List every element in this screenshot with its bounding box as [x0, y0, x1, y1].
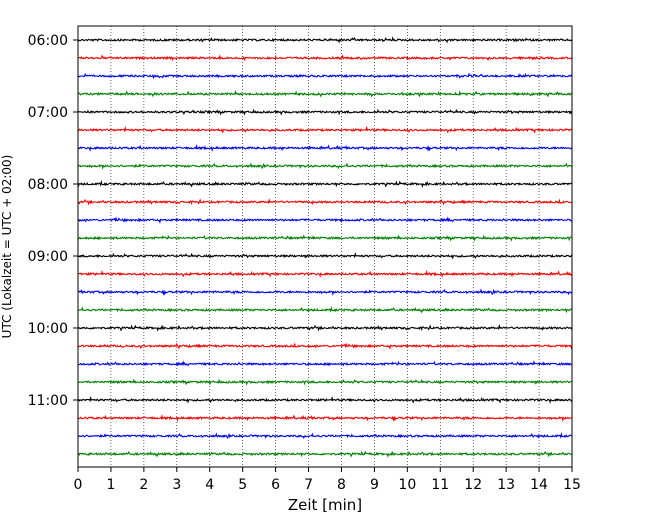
seismic-trace — [77, 197, 573, 206]
y-axis-label: UTC (Lokalzeit = UTC + 02:00) — [0, 155, 14, 339]
x-tick-label: 7 — [304, 477, 313, 493]
seismic-trace — [77, 54, 573, 62]
seismic-trace — [77, 342, 573, 350]
y-tick-label: 10:00 — [28, 321, 68, 337]
seismic-trace — [77, 414, 573, 423]
trace-layer — [77, 36, 573, 458]
x-tick-label: 13 — [497, 477, 515, 493]
x-tick-label: 4 — [205, 477, 214, 493]
plot-frame — [77, 25, 573, 468]
seismic-trace — [77, 234, 573, 242]
seismic-trace — [77, 216, 572, 224]
x-axis-label: Zeit [min] — [288, 496, 362, 514]
y-tick-label: 11:00 — [28, 393, 68, 409]
seismic-trace — [77, 144, 573, 153]
seismic-trace — [77, 125, 573, 134]
x-tick-label: 15 — [563, 477, 581, 493]
seismic-trace — [77, 252, 573, 260]
x-tick-label: 3 — [172, 477, 181, 493]
x-tick-label: 9 — [370, 477, 379, 493]
y-tick-label: 09:00 — [28, 249, 68, 265]
y-tick-label: 07:00 — [28, 105, 68, 121]
seismic-trace — [77, 378, 573, 386]
seismic-trace — [77, 305, 573, 314]
x-tick-label: 11 — [431, 477, 449, 493]
x-tick-label: 14 — [530, 477, 548, 493]
seismic-trace — [77, 269, 573, 279]
seismic-trace — [77, 90, 573, 98]
seismic-trace — [77, 36, 573, 44]
y-tick-label: 06:00 — [28, 33, 68, 49]
x-tick-label: 1 — [106, 477, 115, 493]
y-tick-label: 08:00 — [28, 177, 68, 193]
x-tick-label: 8 — [337, 477, 346, 493]
y-axis-ticks: 06:00 07:00 08:00 09:00 10:00 11:00 — [28, 33, 78, 409]
seismic-trace — [77, 72, 573, 80]
seismic-trace — [77, 162, 573, 170]
seismic-trace — [77, 395, 573, 404]
seismic-trace — [77, 179, 573, 188]
x-tick-label: 0 — [74, 477, 83, 493]
seismic-trace — [77, 108, 573, 116]
x-axis-ticks: 0 1 2 3 4 5 6 7 8 9 10 11 12 13 14 15 — [74, 467, 581, 493]
seismic-trace — [77, 288, 573, 296]
seismic-trace — [77, 360, 573, 367]
x-tick-label: 6 — [271, 477, 280, 493]
x-tick-label: 5 — [238, 477, 247, 493]
x-tick-label: 10 — [398, 477, 416, 493]
seismic-trace — [77, 431, 573, 440]
seismic-trace — [77, 323, 573, 332]
x-tick-label: 12 — [464, 477, 482, 493]
seismic-trace — [77, 450, 573, 458]
x-tick-label: 2 — [139, 477, 148, 493]
